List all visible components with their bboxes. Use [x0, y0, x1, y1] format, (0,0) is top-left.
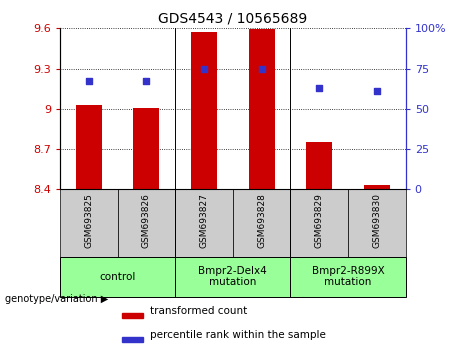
Text: GSM693826: GSM693826: [142, 193, 151, 248]
Bar: [133, 108, 160, 189]
Bar: [290, 189, 348, 257]
Text: Bmpr2-R899X
mutation: Bmpr2-R899X mutation: [312, 266, 384, 287]
Text: genotype/variation ▶: genotype/variation ▶: [5, 294, 108, 304]
Point: [85, 79, 92, 84]
Bar: [348, 189, 406, 257]
Bar: [233, 189, 290, 257]
Bar: [306, 142, 332, 189]
Point: [373, 88, 381, 94]
Point: [200, 66, 207, 72]
Text: GSM693830: GSM693830: [372, 193, 381, 248]
Bar: [122, 313, 143, 318]
Text: GSM693825: GSM693825: [84, 193, 93, 248]
Text: GSM693828: GSM693828: [257, 193, 266, 248]
Bar: [364, 185, 390, 189]
Text: percentile rank within the sample: percentile rank within the sample: [150, 330, 326, 340]
Point: [315, 85, 323, 91]
Bar: [290, 257, 406, 297]
Bar: [76, 105, 102, 189]
Text: transformed count: transformed count: [150, 306, 247, 316]
Bar: [175, 189, 233, 257]
Bar: [122, 337, 143, 342]
Point: [142, 79, 150, 84]
Text: Bmpr2-Delx4
mutation: Bmpr2-Delx4 mutation: [198, 266, 267, 287]
Bar: [60, 257, 175, 297]
Text: GSM693827: GSM693827: [200, 193, 208, 248]
Bar: [175, 257, 290, 297]
Bar: [191, 32, 217, 189]
Point: [258, 66, 266, 72]
Bar: [60, 189, 118, 257]
Bar: [118, 189, 175, 257]
Text: control: control: [100, 272, 136, 282]
Title: GDS4543 / 10565689: GDS4543 / 10565689: [158, 12, 307, 26]
Text: GSM693829: GSM693829: [315, 193, 324, 248]
Bar: [248, 29, 275, 189]
